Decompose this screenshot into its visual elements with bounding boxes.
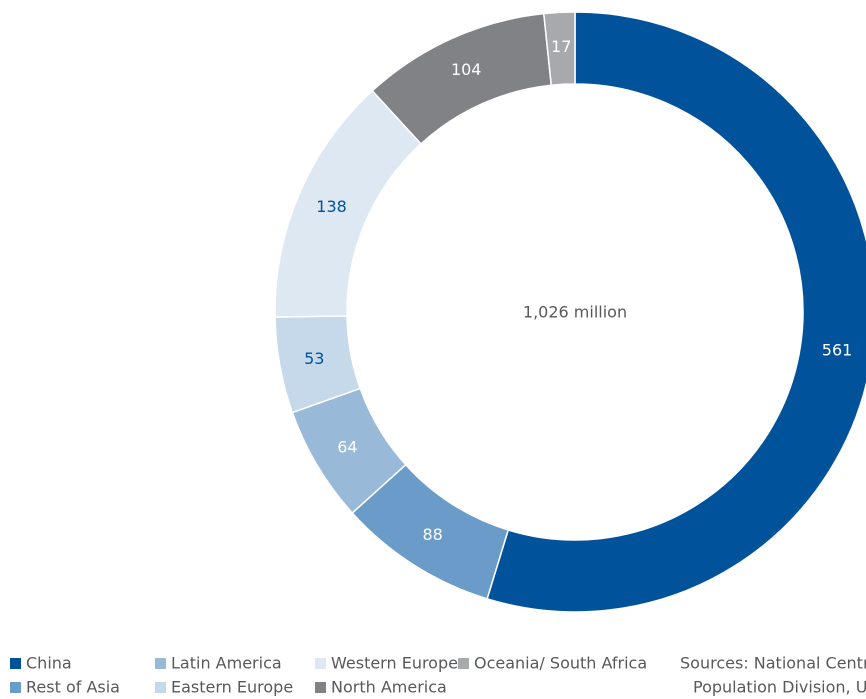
legend-swatch xyxy=(10,682,21,693)
data-label: 561 xyxy=(822,341,853,360)
data-label: 53 xyxy=(304,349,324,368)
legend-swatch xyxy=(155,658,166,669)
data-label: 104 xyxy=(451,60,482,79)
slice xyxy=(274,89,423,318)
legend-label: Oceania/ South Africa xyxy=(474,654,647,673)
legend-label: Eastern Europe xyxy=(171,678,293,697)
legend-label: China xyxy=(26,654,72,673)
slice xyxy=(542,11,576,87)
source: Sources: National Centr xyxy=(680,654,866,673)
data-label: 17 xyxy=(551,37,571,56)
legend-swatch xyxy=(458,658,469,669)
legend-label: Latin America xyxy=(171,654,282,673)
legend-swatch xyxy=(155,682,166,693)
center-label: 1,026 million xyxy=(523,303,627,322)
slice xyxy=(486,11,866,613)
legend-label: Western Europe xyxy=(331,654,458,673)
legend-swatch xyxy=(315,658,326,669)
data-label: 138 xyxy=(316,197,347,216)
legend-label: Rest of Asia xyxy=(26,678,120,697)
legend-swatch xyxy=(315,682,326,693)
legend-label: North America xyxy=(331,678,447,697)
data-label: 88 xyxy=(422,525,442,544)
data-label: 64 xyxy=(337,437,357,456)
source: Population Division, U xyxy=(693,678,866,697)
legend-swatch xyxy=(10,658,21,669)
